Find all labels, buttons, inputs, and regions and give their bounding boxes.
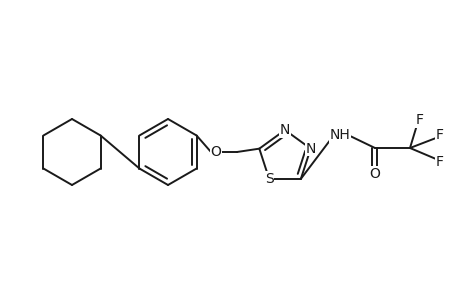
Text: S: S bbox=[264, 172, 273, 186]
Text: F: F bbox=[435, 155, 443, 169]
Text: N: N bbox=[305, 142, 315, 156]
Text: F: F bbox=[435, 128, 443, 142]
Text: O: O bbox=[369, 167, 380, 181]
Text: O: O bbox=[210, 145, 221, 159]
Text: F: F bbox=[415, 113, 423, 127]
Text: NH: NH bbox=[329, 128, 350, 142]
Text: N: N bbox=[279, 123, 290, 137]
